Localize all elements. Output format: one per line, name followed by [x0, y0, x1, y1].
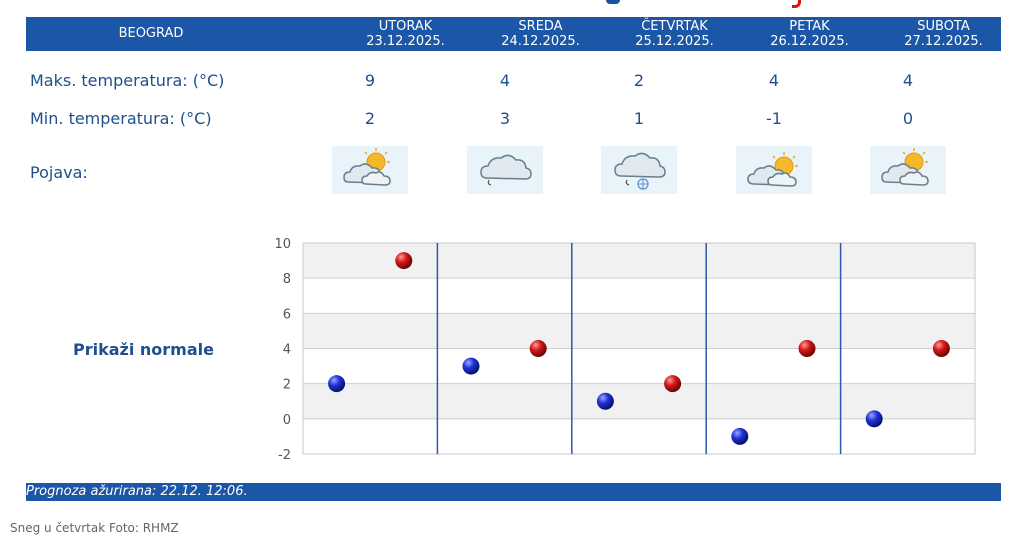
chart-band — [303, 243, 975, 279]
min-temp-value: 3 — [499, 109, 511, 128]
temperature-chart: 10 8 6 4 2 0 -2 — [274, 237, 976, 463]
min-temp-point — [731, 427, 749, 445]
y-tick-label: 2 — [283, 378, 291, 393]
show-normals-link[interactable]: Prikaži normale — [73, 340, 214, 359]
day-header-1: UTORAK 23.12.2025. — [338, 19, 473, 49]
forecast-updated-text: Prognoza ažurirana: 22.12. 12:06. — [26, 484, 248, 499]
max-temp-label: Maks. temperatura: (°C) — [30, 71, 225, 90]
min-temp-point — [462, 357, 480, 375]
forecast-header: BEOGRAD UTORAK 23.12.2025. SREDA 24.12.2… — [26, 17, 1001, 51]
y-tick-label: 6 — [283, 307, 291, 322]
min-temp-point — [328, 375, 346, 393]
banner-fragment-red — [792, 0, 801, 8]
city-name: BEOGRAD — [118, 26, 184, 41]
max-temp-point — [529, 340, 547, 357]
chart-band — [303, 278, 975, 314]
min-temp-value: 2 — [364, 109, 376, 128]
chart-band — [303, 383, 975, 419]
day-date: 23.12.2025. — [366, 34, 445, 49]
max-temp-point — [798, 340, 816, 357]
day-name: SREDA — [518, 19, 563, 34]
chart-band — [303, 418, 975, 454]
y-tick-label: 10 — [274, 237, 291, 252]
min-temp-label: Min. temperatura: (°C) — [30, 109, 212, 128]
day-name: ČETVRTAK — [641, 19, 708, 34]
min-temp-value: -1 — [766, 109, 782, 128]
partly-cloudy-sun-icon — [736, 146, 812, 194]
day-header-4: PETAK 26.12.2025. — [742, 19, 877, 49]
y-tick-label: 4 — [283, 343, 291, 358]
day-name: SUBOTA — [917, 19, 970, 34]
partly-cloudy-sun-icon — [870, 146, 946, 194]
min-temp-point — [865, 410, 883, 428]
top-banner-fragment — [0, 0, 1024, 8]
day-header-5: SUBOTA 27.12.2025. — [876, 19, 1011, 49]
max-temp-value: 9 — [364, 71, 376, 90]
min-temp-point — [596, 392, 614, 410]
banner-fragment-blue — [606, 0, 620, 4]
chart-frame — [302, 242, 976, 455]
day-name: UTORAK — [378, 19, 433, 34]
max-temp-value: 2 — [633, 71, 645, 90]
chart-band — [303, 348, 975, 384]
min-temp-value: 1 — [633, 109, 645, 128]
chart-band — [303, 313, 975, 349]
day-date: 26.12.2025. — [770, 34, 849, 49]
cloud-rain-snow-icon — [601, 146, 677, 194]
max-temp-point — [395, 252, 413, 270]
partly-cloudy-sun-icon — [332, 146, 408, 194]
max-temp-value: 4 — [499, 71, 511, 90]
max-temp-point — [664, 375, 682, 393]
y-tick-label: 8 — [283, 272, 291, 287]
min-temp-value: 0 — [902, 109, 914, 128]
weather-label: Pojava: — [30, 163, 88, 182]
y-tick-label: 0 — [283, 413, 291, 428]
day-header-2: SREDA 24.12.2025. — [473, 19, 608, 49]
max-temp-value: 4 — [902, 71, 914, 90]
day-name: PETAK — [789, 19, 830, 34]
day-date: 25.12.2025. — [635, 34, 714, 49]
max-temp-point — [932, 340, 950, 357]
day-date: 24.12.2025. — [501, 34, 580, 49]
photo-caption: Sneg u četvrtak Foto: RHMZ — [10, 521, 179, 535]
cloud-rain-icon — [467, 146, 543, 194]
update-bar: Prognoza ažurirana: 22.12. 12:06. — [26, 483, 1001, 501]
max-temp-value: 4 — [768, 71, 780, 90]
y-tick-label: -2 — [278, 448, 291, 463]
day-header-3: ČETVRTAK 25.12.2025. — [607, 19, 742, 49]
day-date: 27.12.2025. — [904, 34, 983, 49]
